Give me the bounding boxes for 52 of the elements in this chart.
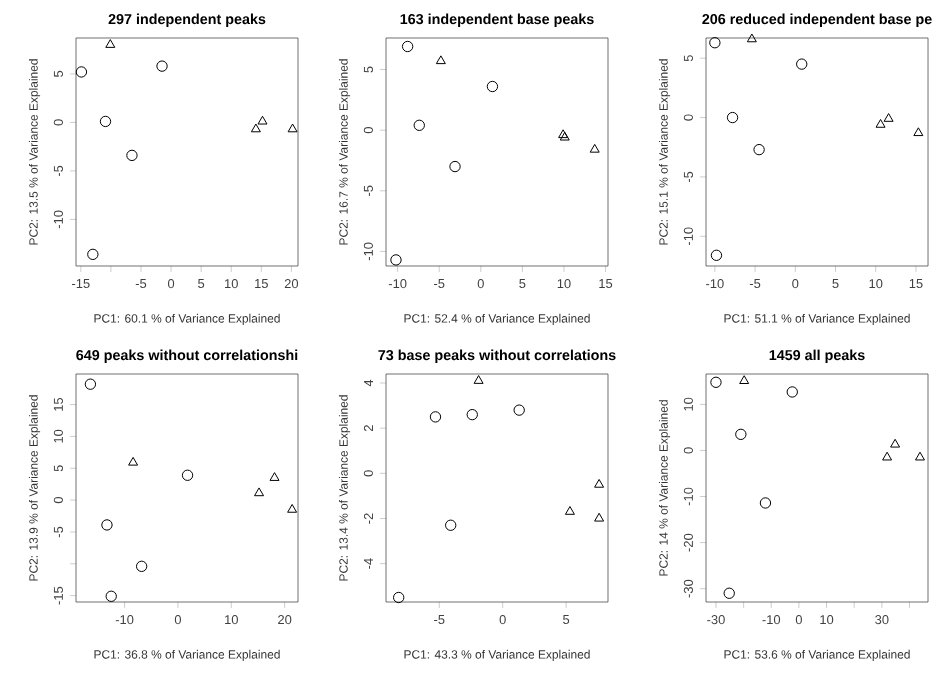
point xyxy=(759,497,772,509)
point xyxy=(594,478,605,488)
point xyxy=(709,37,721,49)
point xyxy=(181,469,194,481)
point xyxy=(393,591,405,604)
point xyxy=(915,451,925,461)
point xyxy=(723,587,735,599)
point xyxy=(875,119,886,128)
point xyxy=(413,119,425,131)
point xyxy=(254,487,265,497)
point xyxy=(882,451,893,461)
point xyxy=(287,503,298,513)
point xyxy=(746,33,757,43)
point xyxy=(466,408,478,421)
point xyxy=(753,143,765,156)
point xyxy=(890,438,901,448)
point xyxy=(128,456,139,466)
point xyxy=(101,519,113,531)
point xyxy=(786,386,798,398)
point xyxy=(99,115,112,128)
point xyxy=(390,254,402,266)
point xyxy=(564,506,575,515)
point xyxy=(739,375,750,384)
point xyxy=(445,519,457,531)
point xyxy=(449,160,461,173)
point xyxy=(883,113,894,122)
point xyxy=(250,123,261,133)
point xyxy=(486,80,499,93)
point xyxy=(913,127,924,137)
point xyxy=(135,560,148,573)
point xyxy=(287,123,298,133)
point xyxy=(429,411,442,423)
point xyxy=(75,66,88,78)
point xyxy=(105,39,116,48)
point xyxy=(710,376,722,388)
point xyxy=(589,143,600,153)
point xyxy=(156,60,168,72)
point xyxy=(269,472,280,481)
point xyxy=(435,55,446,65)
point xyxy=(126,149,138,162)
point xyxy=(84,378,97,390)
point xyxy=(513,404,525,416)
point xyxy=(735,428,747,441)
point xyxy=(726,111,739,124)
point xyxy=(401,40,414,53)
point xyxy=(105,590,117,602)
point xyxy=(87,248,99,261)
point xyxy=(473,375,484,384)
point xyxy=(796,58,808,70)
point xyxy=(594,512,605,522)
point xyxy=(710,249,723,261)
point xyxy=(257,115,268,125)
